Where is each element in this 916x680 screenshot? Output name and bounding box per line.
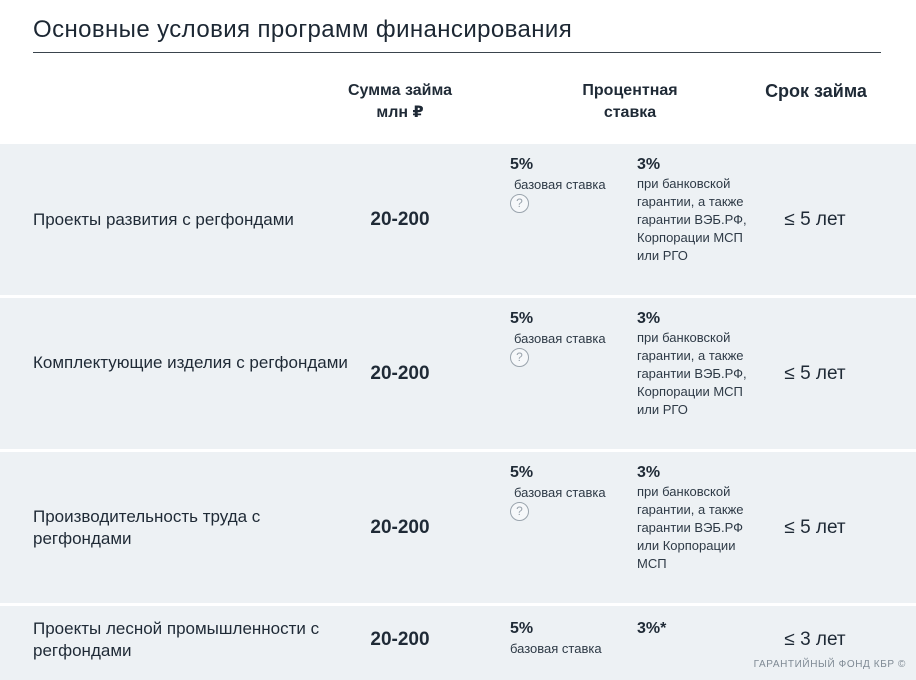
table-row: Комплектующие изделия с регфондами 20-20… <box>0 298 916 449</box>
base-rate-label: базовая ставка <box>510 641 602 656</box>
base-rate-label: базовая ставка <box>514 177 606 192</box>
page-title: Основные условия программ финансирования <box>33 16 573 43</box>
base-rate: 5% <box>510 156 534 173</box>
title-divider <box>33 52 881 53</box>
table-row: Проекты лесной промышленности с регфонда… <box>0 606 916 680</box>
program-name: Производительность труда с регфондами <box>33 507 261 548</box>
loan-term: ≤ 5 лет <box>784 517 846 538</box>
loan-amount: 20-200 <box>370 517 430 538</box>
base-rate-label: базовая ставка <box>514 485 606 500</box>
table-row: Производительность труда с регфондами 20… <box>0 452 916 603</box>
reduced-rate-note: при банковской гарантии, а также гаранти… <box>637 176 747 263</box>
reduced-rate: 3% <box>637 464 661 481</box>
program-name: Проекты развития с регфондами <box>33 210 294 229</box>
loan-amount: 20-200 <box>370 209 430 230</box>
base-rate: 5% <box>510 310 534 327</box>
help-icon[interactable]: ? <box>510 502 529 521</box>
header-amount: Сумма займа млн ₽ <box>347 82 453 121</box>
base-rate: 5% <box>510 620 534 637</box>
header-rate: Процентная ставка <box>582 82 678 121</box>
reduced-rate-note: при банковской гарантии, а также гаранти… <box>637 484 744 571</box>
program-name: Комплектующие изделия с регфондами <box>33 353 348 372</box>
reduced-rate: 3% <box>637 156 661 173</box>
loan-term: ≤ 5 лет <box>784 363 846 384</box>
help-icon[interactable]: ? <box>510 348 529 367</box>
loan-term: ≤ 3 лет <box>784 629 846 650</box>
reduced-rate: 3% <box>637 310 661 327</box>
base-rate: 5% <box>510 464 534 481</box>
loan-term: ≤ 5 лет <box>784 209 846 230</box>
help-icon[interactable]: ? <box>510 194 529 213</box>
loan-amount: 20-200 <box>370 629 430 650</box>
header-term: Срок займа <box>765 81 867 101</box>
footer-watermark: ГАРАНТИЙНЫЙ ФОНД КБР © <box>753 659 906 670</box>
reduced-rate-note: при банковской гарантии, а также гаранти… <box>637 330 747 417</box>
table-row: Проекты развития с регфондами 20-200 5% … <box>0 144 916 295</box>
reduced-rate: 3%* <box>637 620 667 637</box>
program-name: Проекты лесной промышленности с регфонда… <box>33 619 320 660</box>
base-rate-label: базовая ставка <box>514 331 606 346</box>
loan-amount: 20-200 <box>370 363 430 384</box>
